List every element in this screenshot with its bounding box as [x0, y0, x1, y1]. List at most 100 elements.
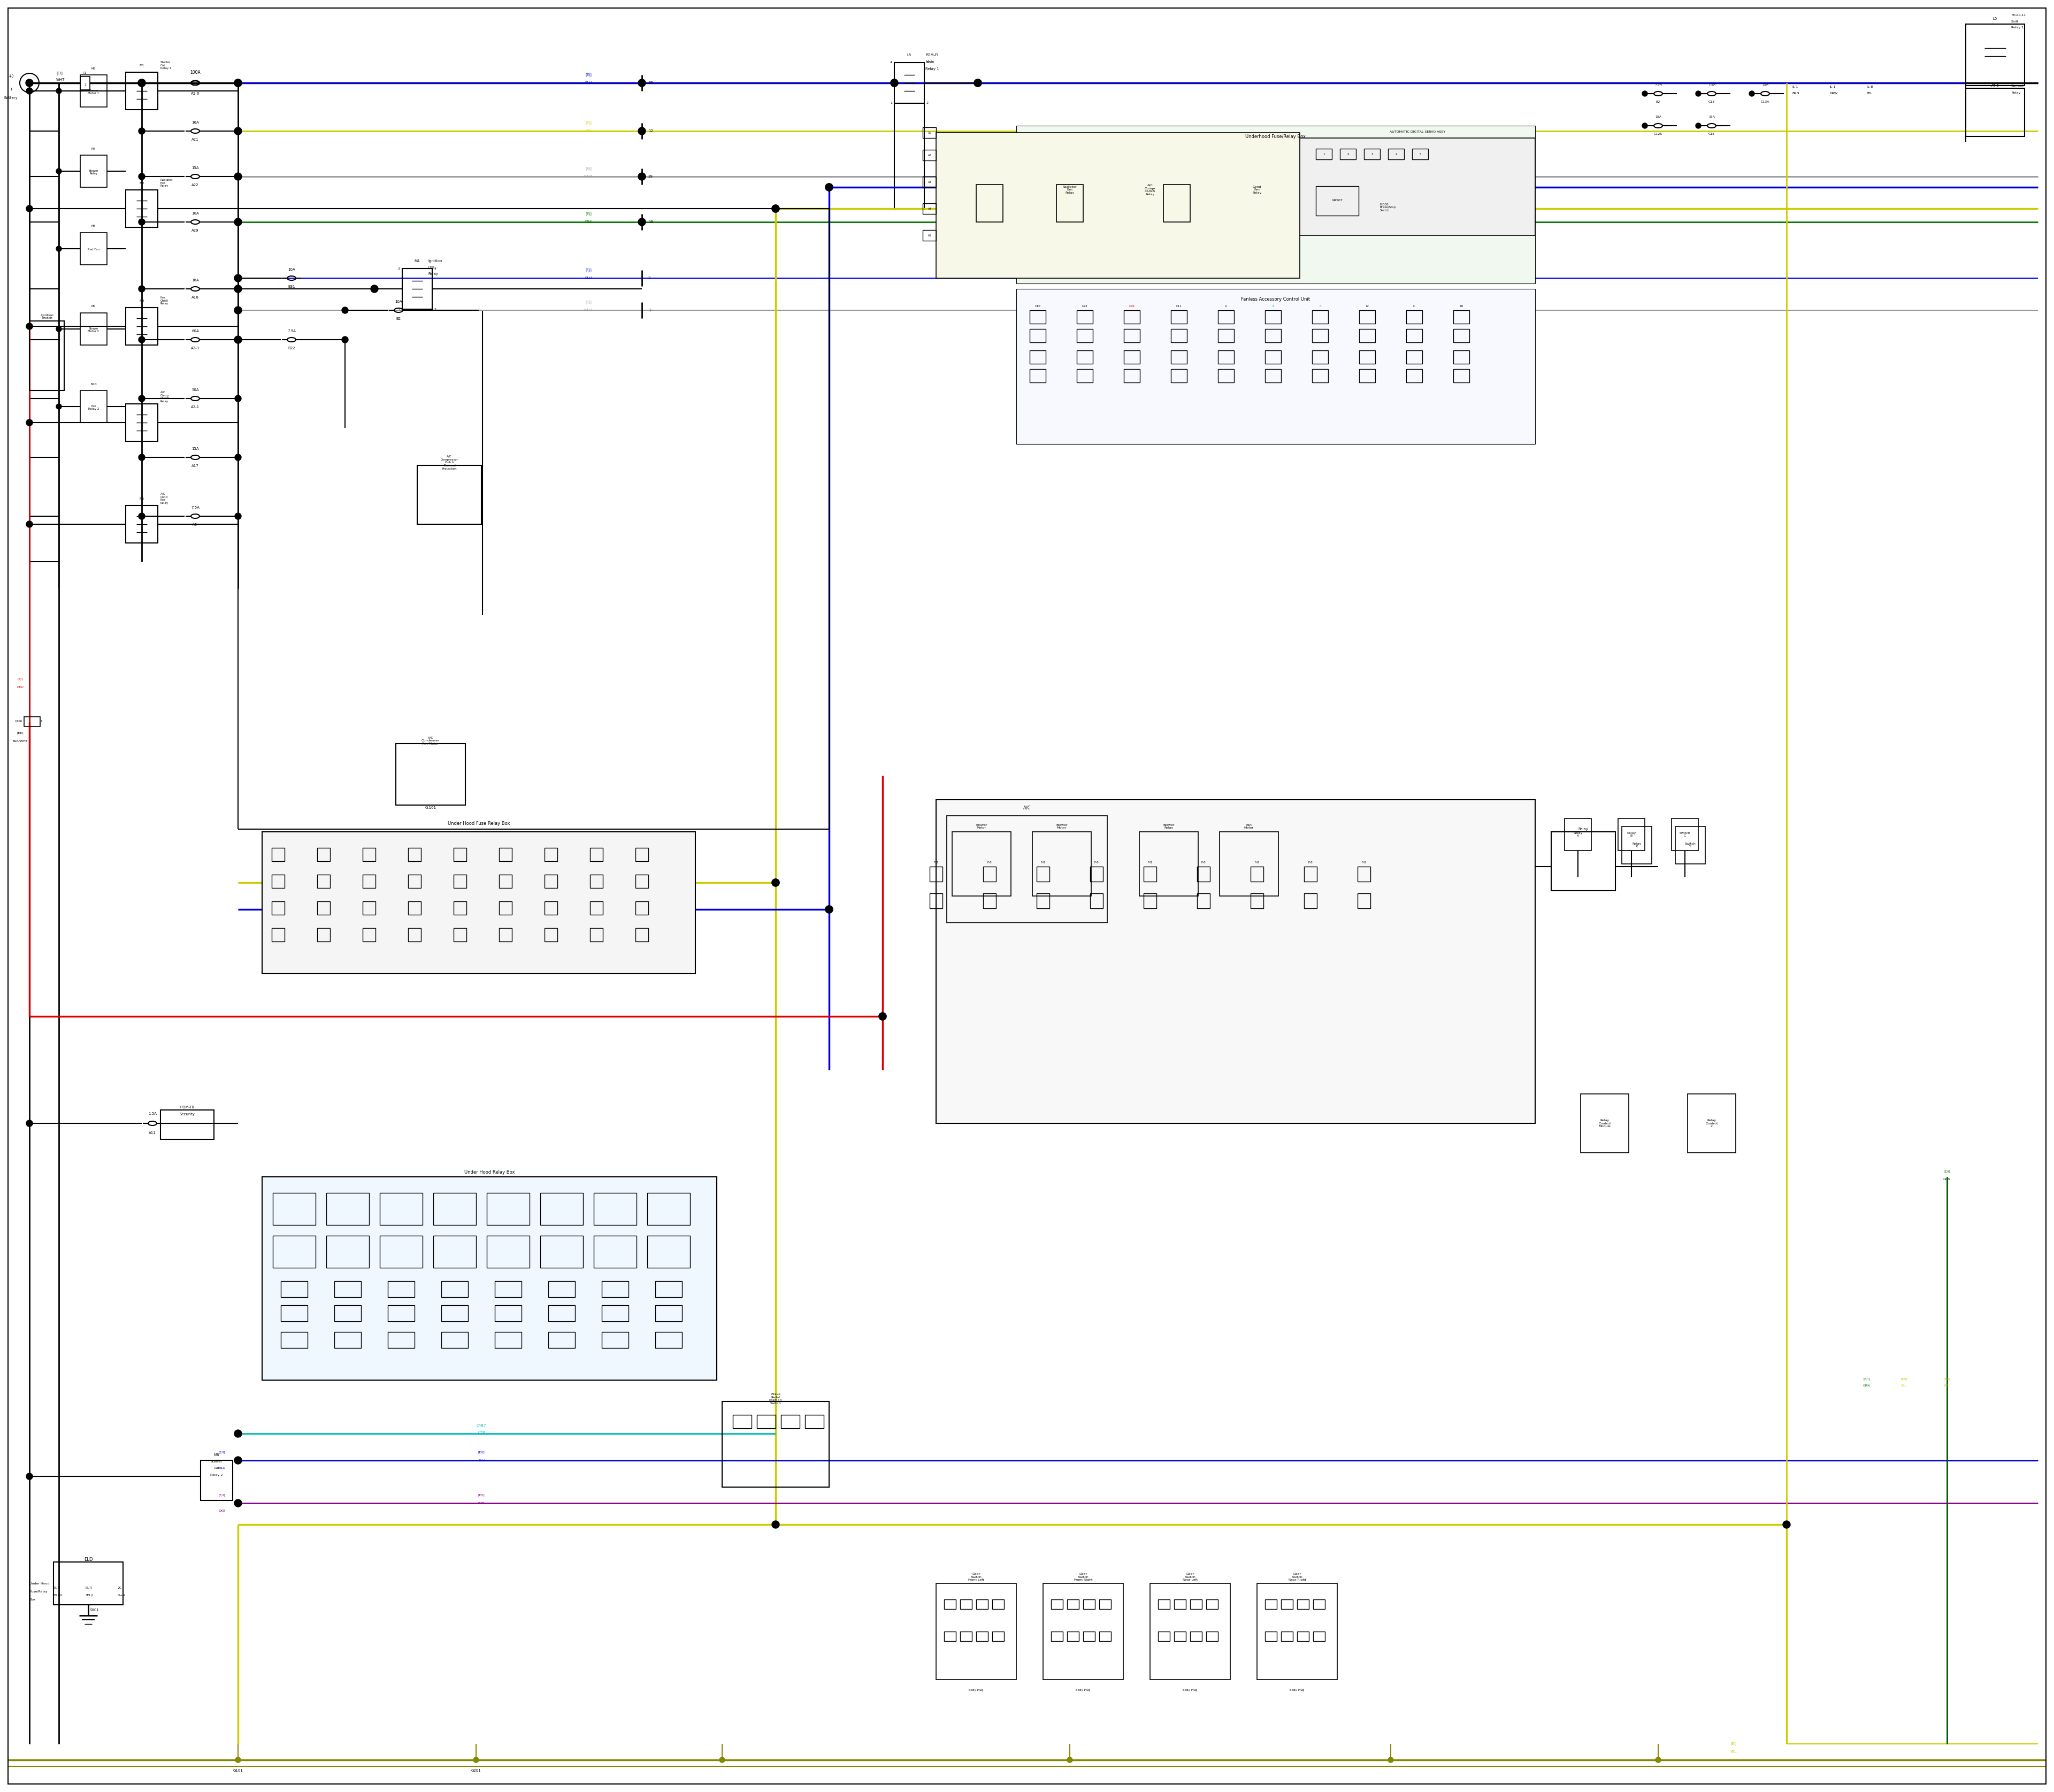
Text: 60A: 60A: [191, 330, 199, 333]
Text: Door
Switch
Front Right: Door Switch Front Right: [1074, 1573, 1093, 1581]
Text: BLU: BLU: [585, 276, 592, 280]
Bar: [922, 151, 937, 161]
Bar: [1124, 351, 1140, 364]
Text: Underhood Fuse/Relay Box: Underhood Fuse/Relay Box: [1245, 134, 1306, 138]
Circle shape: [234, 1457, 242, 1464]
Circle shape: [639, 79, 645, 86]
Bar: [1565, 819, 1592, 851]
Bar: [80, 314, 107, 346]
Bar: [1218, 330, 1234, 342]
Text: [EJ]: [EJ]: [585, 167, 592, 170]
Bar: [655, 1305, 682, 1321]
Text: [E/I]: [E/I]: [1900, 1378, 1908, 1380]
Text: [E/I]: [E/I]: [1943, 1378, 1951, 1380]
Text: C13: C13: [1709, 100, 1715, 104]
Bar: [281, 1281, 308, 1297]
Text: A1-6: A1-6: [191, 91, 199, 95]
Text: 29: 29: [649, 176, 653, 177]
Bar: [1052, 1631, 1062, 1641]
Bar: [594, 1236, 637, 1267]
Circle shape: [234, 335, 242, 344]
Bar: [655, 1331, 682, 1348]
Bar: [945, 1600, 955, 1609]
Bar: [499, 928, 511, 941]
Bar: [1132, 163, 1169, 217]
Bar: [1413, 149, 1428, 159]
Bar: [364, 874, 376, 889]
Text: Blower
Motor: Blower Motor: [976, 824, 988, 830]
Bar: [602, 1331, 629, 1348]
Text: [EJ]: [EJ]: [585, 122, 592, 125]
Text: Relay
Control
Module: Relay Control Module: [1598, 1118, 1610, 1127]
Text: GRN: GRN: [1863, 1383, 1871, 1387]
Bar: [53, 1563, 123, 1606]
Circle shape: [370, 285, 378, 292]
Text: M8: M8: [214, 1453, 220, 1457]
Bar: [433, 1193, 477, 1226]
Circle shape: [234, 285, 242, 292]
Bar: [1037, 134, 1052, 145]
Text: A/C
Compressor
Clutch
Thermal
Protection: A/C Compressor Clutch Thermal Protection: [440, 455, 458, 470]
Text: 15A: 15A: [1709, 116, 1715, 118]
Bar: [540, 1193, 583, 1226]
Bar: [442, 1305, 468, 1321]
Text: C22: C22: [1082, 305, 1089, 308]
Bar: [647, 1236, 690, 1267]
Bar: [495, 1331, 522, 1348]
Text: TEL: TEL: [1867, 91, 1873, 95]
Text: F-8: F-8: [935, 860, 939, 864]
Text: 7.5A: 7.5A: [1707, 84, 1715, 86]
Text: A5: A5: [928, 235, 930, 237]
Circle shape: [27, 323, 33, 330]
Text: BLU: BLU: [585, 81, 592, 84]
Bar: [1239, 163, 1276, 217]
Bar: [487, 1236, 530, 1267]
Text: Radiator
Fan
Relay: Radiator Fan Relay: [160, 179, 173, 188]
Circle shape: [138, 79, 146, 86]
Text: B2: B2: [1656, 100, 1660, 104]
Bar: [1099, 1631, 1111, 1641]
Text: Blower
Relay: Blower Relay: [88, 170, 99, 176]
Text: Door
Switch
Rear Left: Door Switch Rear Left: [1183, 1573, 1197, 1581]
Text: 7.5A: 7.5A: [191, 505, 199, 509]
Bar: [1265, 310, 1282, 324]
Bar: [1021, 134, 1035, 145]
Text: B31: B31: [288, 285, 296, 289]
Text: F-8: F-8: [1202, 860, 1206, 864]
Text: G+N: G+N: [117, 1593, 125, 1597]
Text: 1: 1: [84, 84, 86, 86]
Text: Relay
B: Relay B: [1627, 831, 1637, 837]
Bar: [1171, 310, 1187, 324]
Text: Relay 1: Relay 1: [2011, 27, 2023, 29]
Text: 1: 1: [889, 102, 891, 104]
Bar: [992, 1631, 1004, 1641]
Circle shape: [234, 219, 242, 226]
Circle shape: [27, 521, 33, 527]
Text: A21: A21: [191, 138, 199, 142]
Bar: [1339, 149, 1356, 159]
Text: Under Hood: Under Hood: [29, 1582, 49, 1584]
Bar: [1017, 289, 1534, 444]
Bar: [959, 1600, 972, 1609]
Text: [E]: [E]: [1729, 1742, 1736, 1745]
Circle shape: [1697, 124, 1701, 129]
Bar: [1265, 351, 1282, 364]
Text: 15A: 15A: [191, 448, 199, 450]
Bar: [1313, 369, 1329, 382]
Text: 1: 1: [10, 88, 12, 91]
Text: Relay: Relay: [1577, 828, 1588, 831]
Text: YEL/L: YEL/L: [86, 1593, 94, 1597]
Circle shape: [234, 285, 240, 292]
Circle shape: [639, 219, 645, 226]
Text: Coil: Coil: [427, 265, 435, 269]
Text: Switch
C: Switch C: [1680, 831, 1690, 837]
Text: L5: L5: [1992, 18, 1996, 20]
Bar: [409, 928, 421, 941]
Bar: [602, 1281, 629, 1297]
Text: [E/I]: [E/I]: [218, 1452, 226, 1453]
Circle shape: [1750, 91, 1754, 97]
Bar: [1313, 330, 1329, 342]
Circle shape: [234, 127, 242, 134]
Bar: [316, 928, 331, 941]
Bar: [1037, 208, 1052, 219]
